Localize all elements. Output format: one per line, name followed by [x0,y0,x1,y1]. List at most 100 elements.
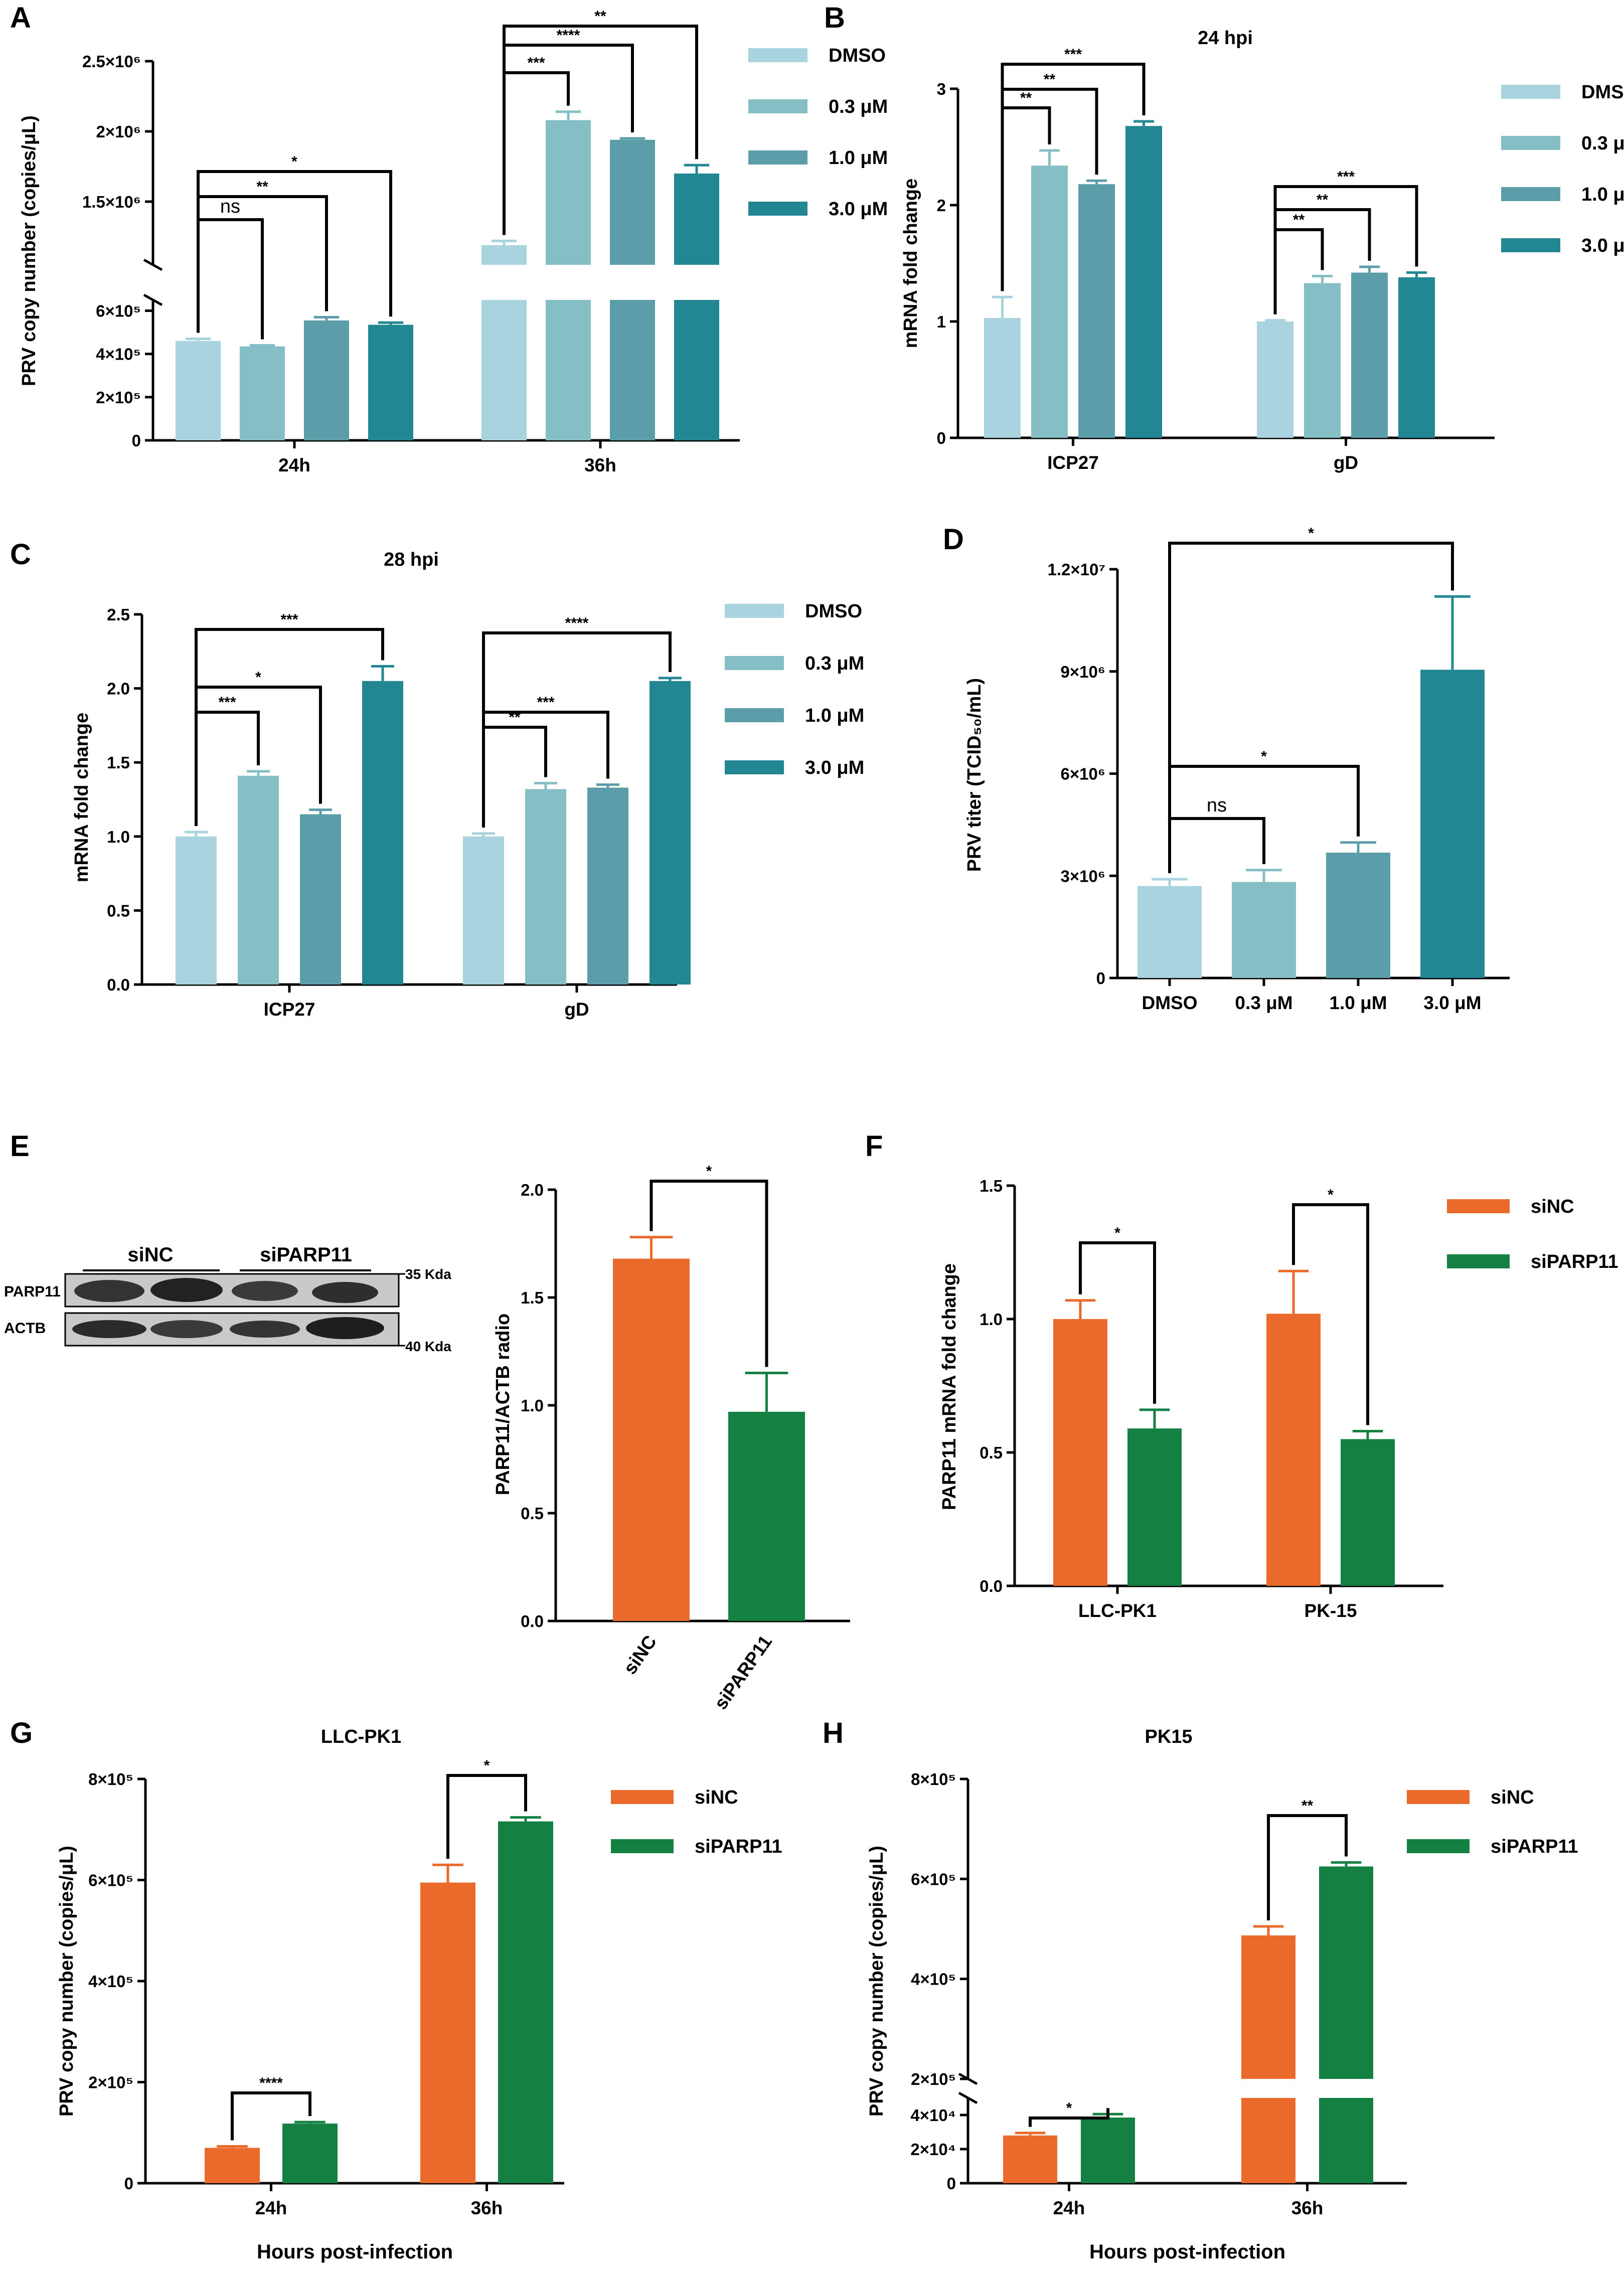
legend-label-dmso: DMSO [829,45,886,66]
significance-label: *** [218,694,236,711]
legend-swatch-dmso [1501,85,1560,99]
significance-bracket [503,25,698,235]
y-tick-label: 4×10⁵ [911,1970,956,1989]
bar-gd-1-0-m [587,787,628,985]
bar-icp27-0-3-m [238,775,279,985]
y-tick-label: 0.0 [107,975,130,994]
significance-label: * [1308,525,1314,542]
bar-24h-1-0-m [304,320,349,440]
legend-label-siparp11: siPARP11 [695,1836,782,1857]
chart-d: 0 3×10⁶ 6×10⁶ 9×10⁶ 1.2×10⁷ PRV titer (TCID₅₀… [964,525,1510,1013]
significance-label: ** [256,179,268,195]
y-tick-label: 2.0 [521,1181,544,1199]
blot-row-actb [64,1312,400,1347]
significance-label: ns [220,196,240,217]
legend-label-dmso: DMSO [1581,82,1624,103]
x-axis-label: Hours post-infection [257,2241,453,2263]
significance-bracket [1292,1203,1369,1425]
bar-24h-3-0-m [368,324,413,440]
chart-c: 0.0 0.5 1.0 1.5 2.0 2.5 mRNA fold change ICP27 g… [71,601,864,1020]
bar-gd-3-0-m [649,681,691,985]
western-blot: siNC siPARP11 PARP11 ACTB 35 Kda 40 Kda [4,1244,451,1354]
bar-24h-sinc [205,2148,260,2183]
panel-letter-e: E [10,1130,30,1163]
blot-marker-40kda: 40 Kda [405,1339,451,1354]
bar-36h-3-0-m-lower [674,300,719,440]
panel-letter-a: A [10,2,31,34]
y-tick-label: 0.5 [980,1443,1003,1462]
axis-break-mark [143,258,163,271]
bar-36h-sinc-upper [1241,1935,1295,2079]
x-tick-label: LLC-PK1 [1078,1600,1157,1621]
y-tick-label: 2×10⁶ [96,122,141,141]
blot-row-label-parp11: PARP11 [4,1283,61,1300]
bar-dmso [1138,886,1202,978]
legend-swatch-1-0-m [725,708,784,722]
y-axis-label: PARP11 mRNA fold change [939,1263,960,1510]
y-axis-label: mRNA fold change [900,179,921,349]
y-tick-label: 3×10⁶ [1060,867,1105,885]
y-tick-label: 6×10⁵ [88,1871,133,1890]
y-tick-label: 2×10⁵ [96,388,141,407]
significance-label: * [706,1163,712,1180]
y-tick-label: 1.2×10⁷ [1048,560,1105,579]
panel-letter-b: B [824,2,845,34]
significance-label: *** [1064,46,1082,63]
y-tick-label: 0 [1096,969,1105,988]
y-tick-label: 0 [947,2174,956,2193]
significance-label: * [1066,2100,1072,2117]
bar-icp27-1-0-m [300,814,341,985]
legend-label-3-0-m: 3.0 μM [805,757,864,778]
significance-label: * [484,1757,490,1774]
bar-icp27-3-0-m [362,681,403,985]
bar-36h-0-3-m-upper [546,120,591,265]
legend-swatch-0-3-m [1501,136,1560,150]
y-tick-label: 2.0 [107,680,130,698]
legend-swatch-siparp11 [611,1839,674,1853]
significance-bracket [1168,542,1454,874]
y-tick-label: 0.5 [107,901,130,920]
significance-label: * [255,669,261,686]
legend-label-siparp11: siPARP11 [1491,1836,1578,1857]
panel-letter-f: F [865,1130,883,1163]
bar-24h-siparp11 [1081,2118,1135,2183]
bar-siparp11 [728,1411,805,1621]
blot-group-label-sinc: siNC [127,1244,173,1266]
legend-swatch-dmso [748,48,807,62]
legend-swatch-dmso [725,604,784,618]
y-tick-label: 6×10⁵ [911,1870,956,1888]
bar-36h-sinc-lower [1241,2098,1295,2183]
y-tick-label: 1.5 [107,753,130,772]
legend-label-sinc: siNC [1491,1787,1534,1808]
bar-gd-0-3-m [1304,283,1341,438]
y-tick-label: 0.5 [521,1504,544,1523]
legend-swatch-3-0-m [1501,238,1560,252]
bar-icp27-dmso [984,318,1021,438]
significance-bracket [195,628,384,826]
significance-bracket [1267,1814,1348,1921]
y-tick-label: 0.0 [980,1577,1003,1595]
legend-label-1-0-m: 1.0 μM [805,705,864,726]
chart-h: 0 2×10⁴ 4×10⁴ 2×10⁵ 4×10⁵ 6×10⁵ 8×10⁵ PRV copy … [866,1770,1578,2263]
chart-c-title: 28 hpi [384,549,439,570]
legend-label-dmso: DMSO [805,601,862,622]
significance-label: *** [280,611,298,628]
x-tick-label: 1.0 μM [1329,993,1387,1013]
chart-b-title: 24 hpi [1198,28,1253,49]
bar-pk-15-siparp11 [1341,1439,1395,1586]
y-tick-label: 2×10⁴ [910,2140,956,2159]
y-tick-label: 0.0 [521,1612,544,1631]
y-axis-label: PARP11/ACTB radio [493,1314,514,1495]
y-tick-label: 2×10⁵ [911,2070,956,2088]
bar-36h-sinc [420,1882,475,2183]
bar-icp27-dmso [176,836,217,985]
legend-label-0-3-m: 0.3 μM [1581,133,1624,154]
legend-label-sinc: siNC [695,1787,738,1808]
bar-gd-0-3-m [525,789,566,985]
legend-swatch-sinc [611,1790,674,1804]
legend-label-1-0-m: 1.0 μM [1581,184,1624,205]
legend-swatch-0-3-m [748,99,807,113]
y-tick-label: 1.0 [107,828,130,846]
